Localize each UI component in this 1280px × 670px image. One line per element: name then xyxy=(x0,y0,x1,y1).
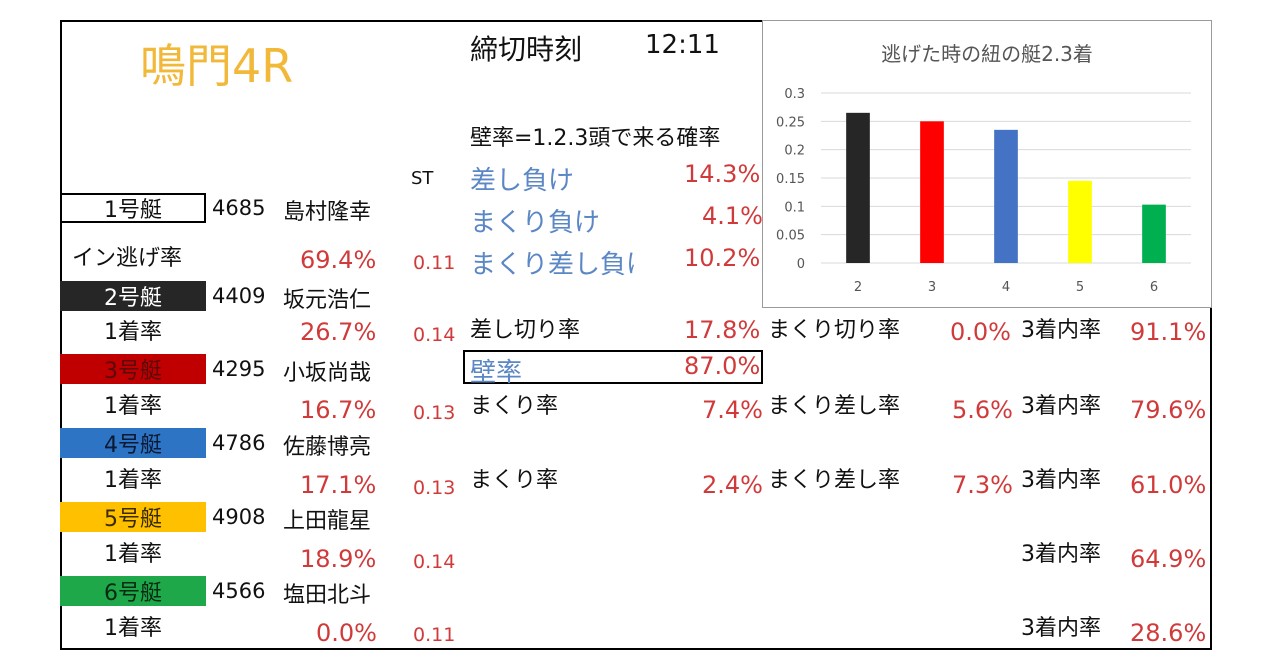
y-tick-label: 0.2 xyxy=(784,144,805,159)
boat-2-label: 2号艇 xyxy=(60,281,206,311)
sashikiri-value: 17.8% xyxy=(684,316,761,344)
boat-5-st: 0.14 xyxy=(413,551,456,573)
bar-4 xyxy=(994,129,1018,263)
wall-rate-box xyxy=(463,350,763,384)
boat-2-name: 坂元浩仁 xyxy=(283,288,372,313)
boat-6-top3-value: 28.6% xyxy=(1130,619,1207,647)
boat-3-st: 0.13 xyxy=(413,402,456,424)
boat-1-label: 1号艇 xyxy=(60,193,206,223)
sheet-frame xyxy=(60,20,1212,650)
boat-5-label: 5号艇 xyxy=(60,502,206,532)
y-tick-label: 0.3 xyxy=(784,87,805,102)
boat-3-top3-label: 3着内率 xyxy=(1021,394,1101,419)
boat-3-label: 3号艇 xyxy=(60,354,206,384)
boat-2-top3-value: 91.1% xyxy=(1130,318,1207,346)
boat-3-makurisashi-label: まくり差し率 xyxy=(768,394,901,419)
y-tick-label: 0.15 xyxy=(776,172,805,187)
venue-title: 鳴門4R xyxy=(140,39,294,93)
boat-1-st: 0.11 xyxy=(413,252,456,274)
boat-6-rate-label: 1着率 xyxy=(104,616,162,641)
makuri-make-label: まくり負け xyxy=(470,208,601,238)
chart-panel: 逃げた時の紐の艇2.3着 0 0.05 0.1 0.15 0.2 0.25 0.3 2 3 4 5 6 xyxy=(762,20,1212,308)
boat-1-id: 4685 xyxy=(212,196,266,220)
boat-4-name: 佐藤博亮 xyxy=(283,435,372,460)
wall-rate-value: 87.0% xyxy=(684,352,761,380)
makurisashi-make-value: 10.2% xyxy=(684,244,761,272)
boat-4-rate-label: 1着率 xyxy=(104,468,162,493)
boat-4-makurisashi-value: 7.3% xyxy=(952,471,1013,499)
x-tick-label: 5 xyxy=(1076,280,1084,295)
wall-rate-label: 壁率 xyxy=(470,358,523,388)
boat-5-rate: 18.9% xyxy=(300,545,377,573)
boat-6-rate: 0.0% xyxy=(316,619,377,647)
x-tick-label: 4 xyxy=(1002,280,1010,295)
boat-4-makuri-value: 2.4% xyxy=(702,471,763,499)
chart-title: 逃げた時の紐の艇2.3着 xyxy=(881,42,1093,66)
boat-6-st: 0.11 xyxy=(413,624,456,646)
boat-3-name: 小坂尚哉 xyxy=(283,361,372,386)
y-tick-label: 0.1 xyxy=(784,200,805,215)
boat-1-rate-label: イン逃げ率 xyxy=(72,246,183,271)
boat-5-rate-label: 1着率 xyxy=(104,542,162,567)
y-tick-label: 0.05 xyxy=(776,229,805,244)
boat-4-rate: 17.1% xyxy=(300,471,377,499)
bar-3 xyxy=(920,121,944,263)
makurikiri-value: 0.0% xyxy=(950,318,1011,346)
sashi-make-value: 14.3% xyxy=(684,160,761,188)
boat-5-top3-value: 64.9% xyxy=(1130,545,1207,573)
boat-2-rate: 26.7% xyxy=(300,318,377,346)
boat-2-id: 4409 xyxy=(212,284,266,308)
makurisashi-make-label: まくり差し負け xyxy=(470,250,636,280)
boat-3-rate: 16.7% xyxy=(300,396,377,424)
bar-2 xyxy=(846,112,870,263)
x-tick-label: 3 xyxy=(928,280,936,295)
boat-3-rate-label: 1着率 xyxy=(104,394,162,419)
boat-1-name: 島村隆幸 xyxy=(283,200,372,225)
boat-4-top3-value: 61.0% xyxy=(1130,471,1207,499)
boat-5-top3-label: 3着内率 xyxy=(1021,542,1101,567)
boat-1-rate: 69.4% xyxy=(300,246,377,274)
boat-6-label: 6号艇 xyxy=(60,576,206,606)
boat-2-rate-label: 1着率 xyxy=(104,320,162,345)
boat-3-makuri-value: 7.4% xyxy=(702,396,763,424)
boat-6-name: 塩田北斗 xyxy=(283,583,372,608)
boat-5-id: 4908 xyxy=(212,505,266,529)
makurikiri-label: まくり切り率 xyxy=(768,318,901,343)
boat-4-label: 4号艇 xyxy=(60,428,206,458)
bar-chart: 逃げた時の紐の艇2.3着 0 0.05 0.1 0.15 0.2 0.25 0.3 2 3 4 5 6 xyxy=(776,42,1191,295)
boat-4-top3-label: 3着内率 xyxy=(1021,468,1101,493)
boat-6-id: 4566 xyxy=(212,579,266,603)
x-tick-label: 6 xyxy=(1150,280,1158,295)
boat-2-top3-label: 3着内率 xyxy=(1021,318,1101,343)
boat-4-st: 0.13 xyxy=(413,477,456,499)
boat-4-id: 4786 xyxy=(212,431,266,455)
boat-2-st: 0.14 xyxy=(413,324,456,346)
deadline-label: 締切時刻 xyxy=(470,33,583,66)
y-tick-label: 0.25 xyxy=(776,115,805,130)
sashikiri-label: 差し切り率 xyxy=(470,318,581,343)
makuri-make-value: 4.1% xyxy=(702,202,763,230)
deadline-time: 12:11 xyxy=(645,30,720,60)
y-tick-label: 0 xyxy=(797,257,805,272)
boat-3-top3-value: 79.6% xyxy=(1130,396,1207,424)
boat-5-name: 上田龍星 xyxy=(283,509,372,534)
boat-6-top3-label: 3着内率 xyxy=(1021,616,1101,641)
bar-6 xyxy=(1142,204,1166,263)
boat-3-makuri-label: まくり率 xyxy=(470,394,559,419)
wall-definition: 壁率=1.2.3頭で来る確率 xyxy=(470,126,721,151)
bar-5 xyxy=(1068,180,1092,263)
st-header: ST xyxy=(411,168,434,189)
x-tick-label: 2 xyxy=(854,280,862,295)
boat-3-id: 4295 xyxy=(212,357,266,381)
boat-4-makuri-label: まくり率 xyxy=(470,468,559,493)
boat-3-makurisashi-value: 5.6% xyxy=(952,396,1013,424)
sashi-make-label: 差し負け xyxy=(470,166,575,196)
boat-4-makurisashi-label: まくり差し率 xyxy=(768,468,901,493)
